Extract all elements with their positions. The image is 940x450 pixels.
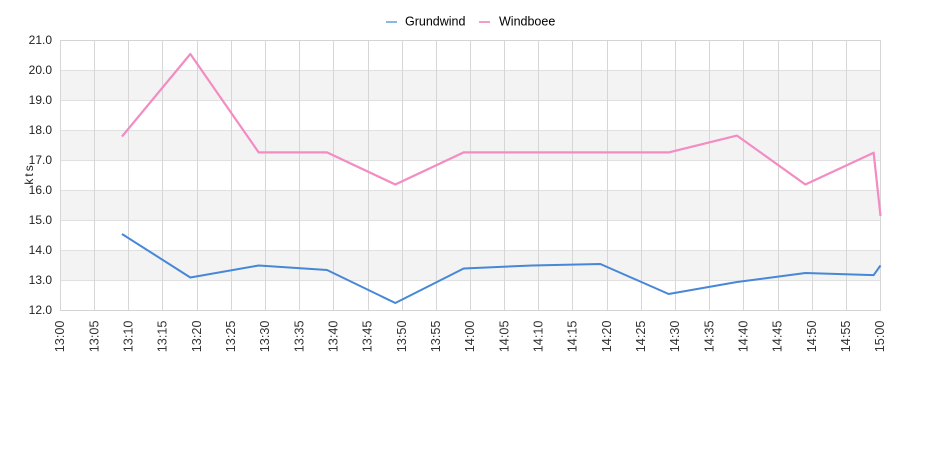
svg-text:14:55: 14:55 <box>839 321 853 353</box>
svg-text:13:20: 13:20 <box>190 321 204 353</box>
svg-text:14:00: 14:00 <box>463 321 477 353</box>
svg-text:13.0: 13.0 <box>29 273 53 287</box>
svg-text:14:45: 14:45 <box>771 321 785 353</box>
svg-text:12.0: 12.0 <box>29 303 53 317</box>
svg-text:14.0: 14.0 <box>29 243 53 257</box>
svg-text:13:10: 13:10 <box>121 321 135 353</box>
svg-text:13:35: 13:35 <box>292 321 306 353</box>
svg-text:17.0: 17.0 <box>29 153 53 167</box>
svg-text:13:25: 13:25 <box>224 321 238 353</box>
svg-text:Windboee: Windboee <box>499 14 555 28</box>
svg-text:kts: kts <box>22 163 36 184</box>
svg-text:14:30: 14:30 <box>668 321 682 353</box>
svg-text:19.0: 19.0 <box>29 93 53 107</box>
svg-text:18.0: 18.0 <box>29 123 53 137</box>
svg-text:14:40: 14:40 <box>736 321 750 353</box>
svg-text:13:55: 13:55 <box>429 321 443 353</box>
svg-text:14:25: 14:25 <box>634 321 648 353</box>
svg-text:14:20: 14:20 <box>600 321 614 353</box>
svg-text:13:15: 13:15 <box>156 321 170 353</box>
svg-text:14:35: 14:35 <box>702 321 716 353</box>
svg-text:13:00: 13:00 <box>53 321 67 353</box>
svg-text:14:05: 14:05 <box>497 321 511 353</box>
svg-text:13:50: 13:50 <box>395 321 409 353</box>
svg-text:13:45: 13:45 <box>361 321 375 353</box>
svg-text:Grundwind: Grundwind <box>405 14 465 28</box>
svg-text:15.0: 15.0 <box>29 213 53 227</box>
svg-text:13:05: 13:05 <box>87 321 101 353</box>
svg-text:16.0: 16.0 <box>29 183 53 197</box>
svg-text:21.0: 21.0 <box>29 33 53 47</box>
svg-text:13:30: 13:30 <box>258 321 272 353</box>
svg-text:20.0: 20.0 <box>29 63 53 77</box>
svg-text:14:15: 14:15 <box>566 321 580 353</box>
svg-text:13:40: 13:40 <box>326 321 340 353</box>
svg-text:14:50: 14:50 <box>805 321 819 353</box>
svg-text:15:00: 15:00 <box>873 321 887 353</box>
svg-text:14:10: 14:10 <box>531 321 545 353</box>
